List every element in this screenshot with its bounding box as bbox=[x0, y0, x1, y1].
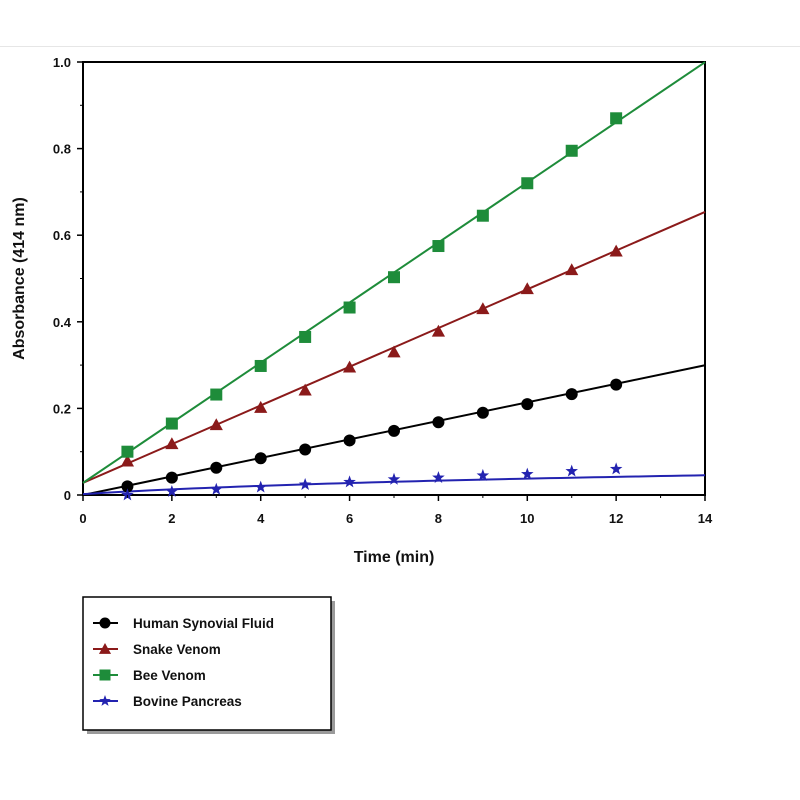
human-synovial-fluid-point bbox=[254, 452, 267, 465]
x-tick-label: 8 bbox=[435, 511, 442, 526]
legend-label-bee-venom: Bee Venom bbox=[133, 668, 206, 683]
bee-venom-point bbox=[254, 359, 267, 372]
legend-marker-bovine-pancreas bbox=[99, 694, 111, 706]
human-synovial-fluid-point bbox=[343, 434, 356, 447]
y-tick-label: 0.4 bbox=[53, 315, 72, 330]
bovine-pancreas-point bbox=[609, 462, 623, 475]
snake-venom-point bbox=[209, 418, 223, 431]
bovine-pancreas-point bbox=[254, 480, 267, 493]
bee-venom-point bbox=[432, 240, 445, 253]
y-tick-label: 0.8 bbox=[53, 142, 71, 157]
bee-venom-point bbox=[565, 144, 578, 157]
y-tick-label: 0.6 bbox=[53, 228, 71, 243]
human-synovial-fluid-point bbox=[565, 388, 578, 401]
snake-venom-point bbox=[431, 324, 446, 337]
bovine-pancreas-point bbox=[565, 464, 578, 477]
human-synovial-fluid-point bbox=[610, 378, 623, 391]
x-tick-label: 2 bbox=[168, 511, 175, 526]
y-axis-title: Absorbance (414 nm) bbox=[11, 197, 28, 360]
legend-label-human-synovial-fluid: Human Synovial Fluid bbox=[133, 616, 274, 631]
x-tick-label: 4 bbox=[257, 511, 265, 526]
snake-venom-point bbox=[609, 244, 623, 257]
bovine-pancreas-point bbox=[521, 467, 534, 480]
human-synovial-fluid-point bbox=[521, 398, 534, 411]
human-synovial-fluid-point bbox=[121, 480, 134, 493]
legend-label-bovine-pancreas: Bovine Pancreas bbox=[133, 694, 242, 709]
bee-venom-point bbox=[299, 330, 312, 343]
x-tick-label: 12 bbox=[609, 511, 623, 526]
snake-venom-point bbox=[120, 454, 135, 467]
y-axis-ticks: 0 0.2 0.4 0.6 0.8 1.0 bbox=[53, 55, 83, 503]
legend-marker-human-synovial-fluid bbox=[99, 617, 111, 629]
legend-marker-bee-venom bbox=[99, 669, 111, 681]
snake-venom-point bbox=[520, 282, 534, 295]
x-tick-label: 14 bbox=[698, 511, 713, 526]
legend-box bbox=[82, 596, 332, 731]
bee-venom-point bbox=[210, 388, 223, 401]
x-tick-label: 6 bbox=[346, 511, 353, 526]
human-synovial-fluid-point bbox=[299, 443, 312, 456]
snake-venom-point bbox=[342, 360, 357, 373]
snake-venom-point bbox=[254, 400, 268, 413]
bee-venom-point bbox=[388, 271, 400, 284]
top-divider-line bbox=[0, 46, 800, 47]
human-synovial-fluid-point bbox=[476, 406, 489, 419]
x-axis-title: Time (min) bbox=[354, 549, 435, 566]
human-synovial-fluid-point bbox=[210, 461, 223, 474]
bee-venom-point bbox=[476, 209, 489, 222]
bovine-pancreas-point bbox=[165, 484, 179, 497]
legend: Human Synovial Fluid Snake Venom Bee Venom… bbox=[82, 596, 335, 734]
bovine-pancreas-point bbox=[298, 478, 312, 490]
x-tick-label: 10 bbox=[520, 511, 534, 526]
bovine-pancreas-point bbox=[387, 472, 401, 485]
human-synovial-fluid-point bbox=[432, 416, 445, 429]
bee-venom-point bbox=[121, 445, 134, 458]
snake-venom-point bbox=[298, 383, 312, 396]
bee-venom-point bbox=[343, 301, 356, 314]
bovine-pancreas-point bbox=[343, 475, 356, 488]
bee-venom-point bbox=[165, 417, 178, 430]
legend-label-snake-venom: Snake Venom bbox=[133, 642, 221, 657]
human-synovial-fluid-point bbox=[165, 471, 178, 484]
human-synovial-fluid-point bbox=[388, 424, 400, 437]
y-tick-label: 0.2 bbox=[53, 401, 71, 416]
bovine-pancreas-point bbox=[210, 482, 223, 495]
bovine-pancreas-point bbox=[121, 488, 134, 501]
bovine-pancreas-point bbox=[432, 471, 445, 484]
snake-venom-point bbox=[565, 263, 579, 276]
data-markers bbox=[120, 112, 623, 501]
y-tick-label: 1.0 bbox=[53, 55, 71, 70]
legend-marker-snake-venom bbox=[98, 642, 112, 654]
snake-venom-point bbox=[476, 302, 490, 315]
snake-venom-point bbox=[387, 345, 401, 358]
bee-venom-point bbox=[521, 177, 534, 190]
bovine-pancreas-point bbox=[476, 468, 490, 481]
snake-venom-point bbox=[165, 437, 179, 450]
x-axis-ticks: 0 2 4 6 8 10 12 14 bbox=[79, 495, 713, 526]
bee-venom-point bbox=[610, 112, 623, 125]
x-tick-label: 0 bbox=[79, 511, 86, 526]
y-tick-label: 0 bbox=[64, 488, 71, 503]
